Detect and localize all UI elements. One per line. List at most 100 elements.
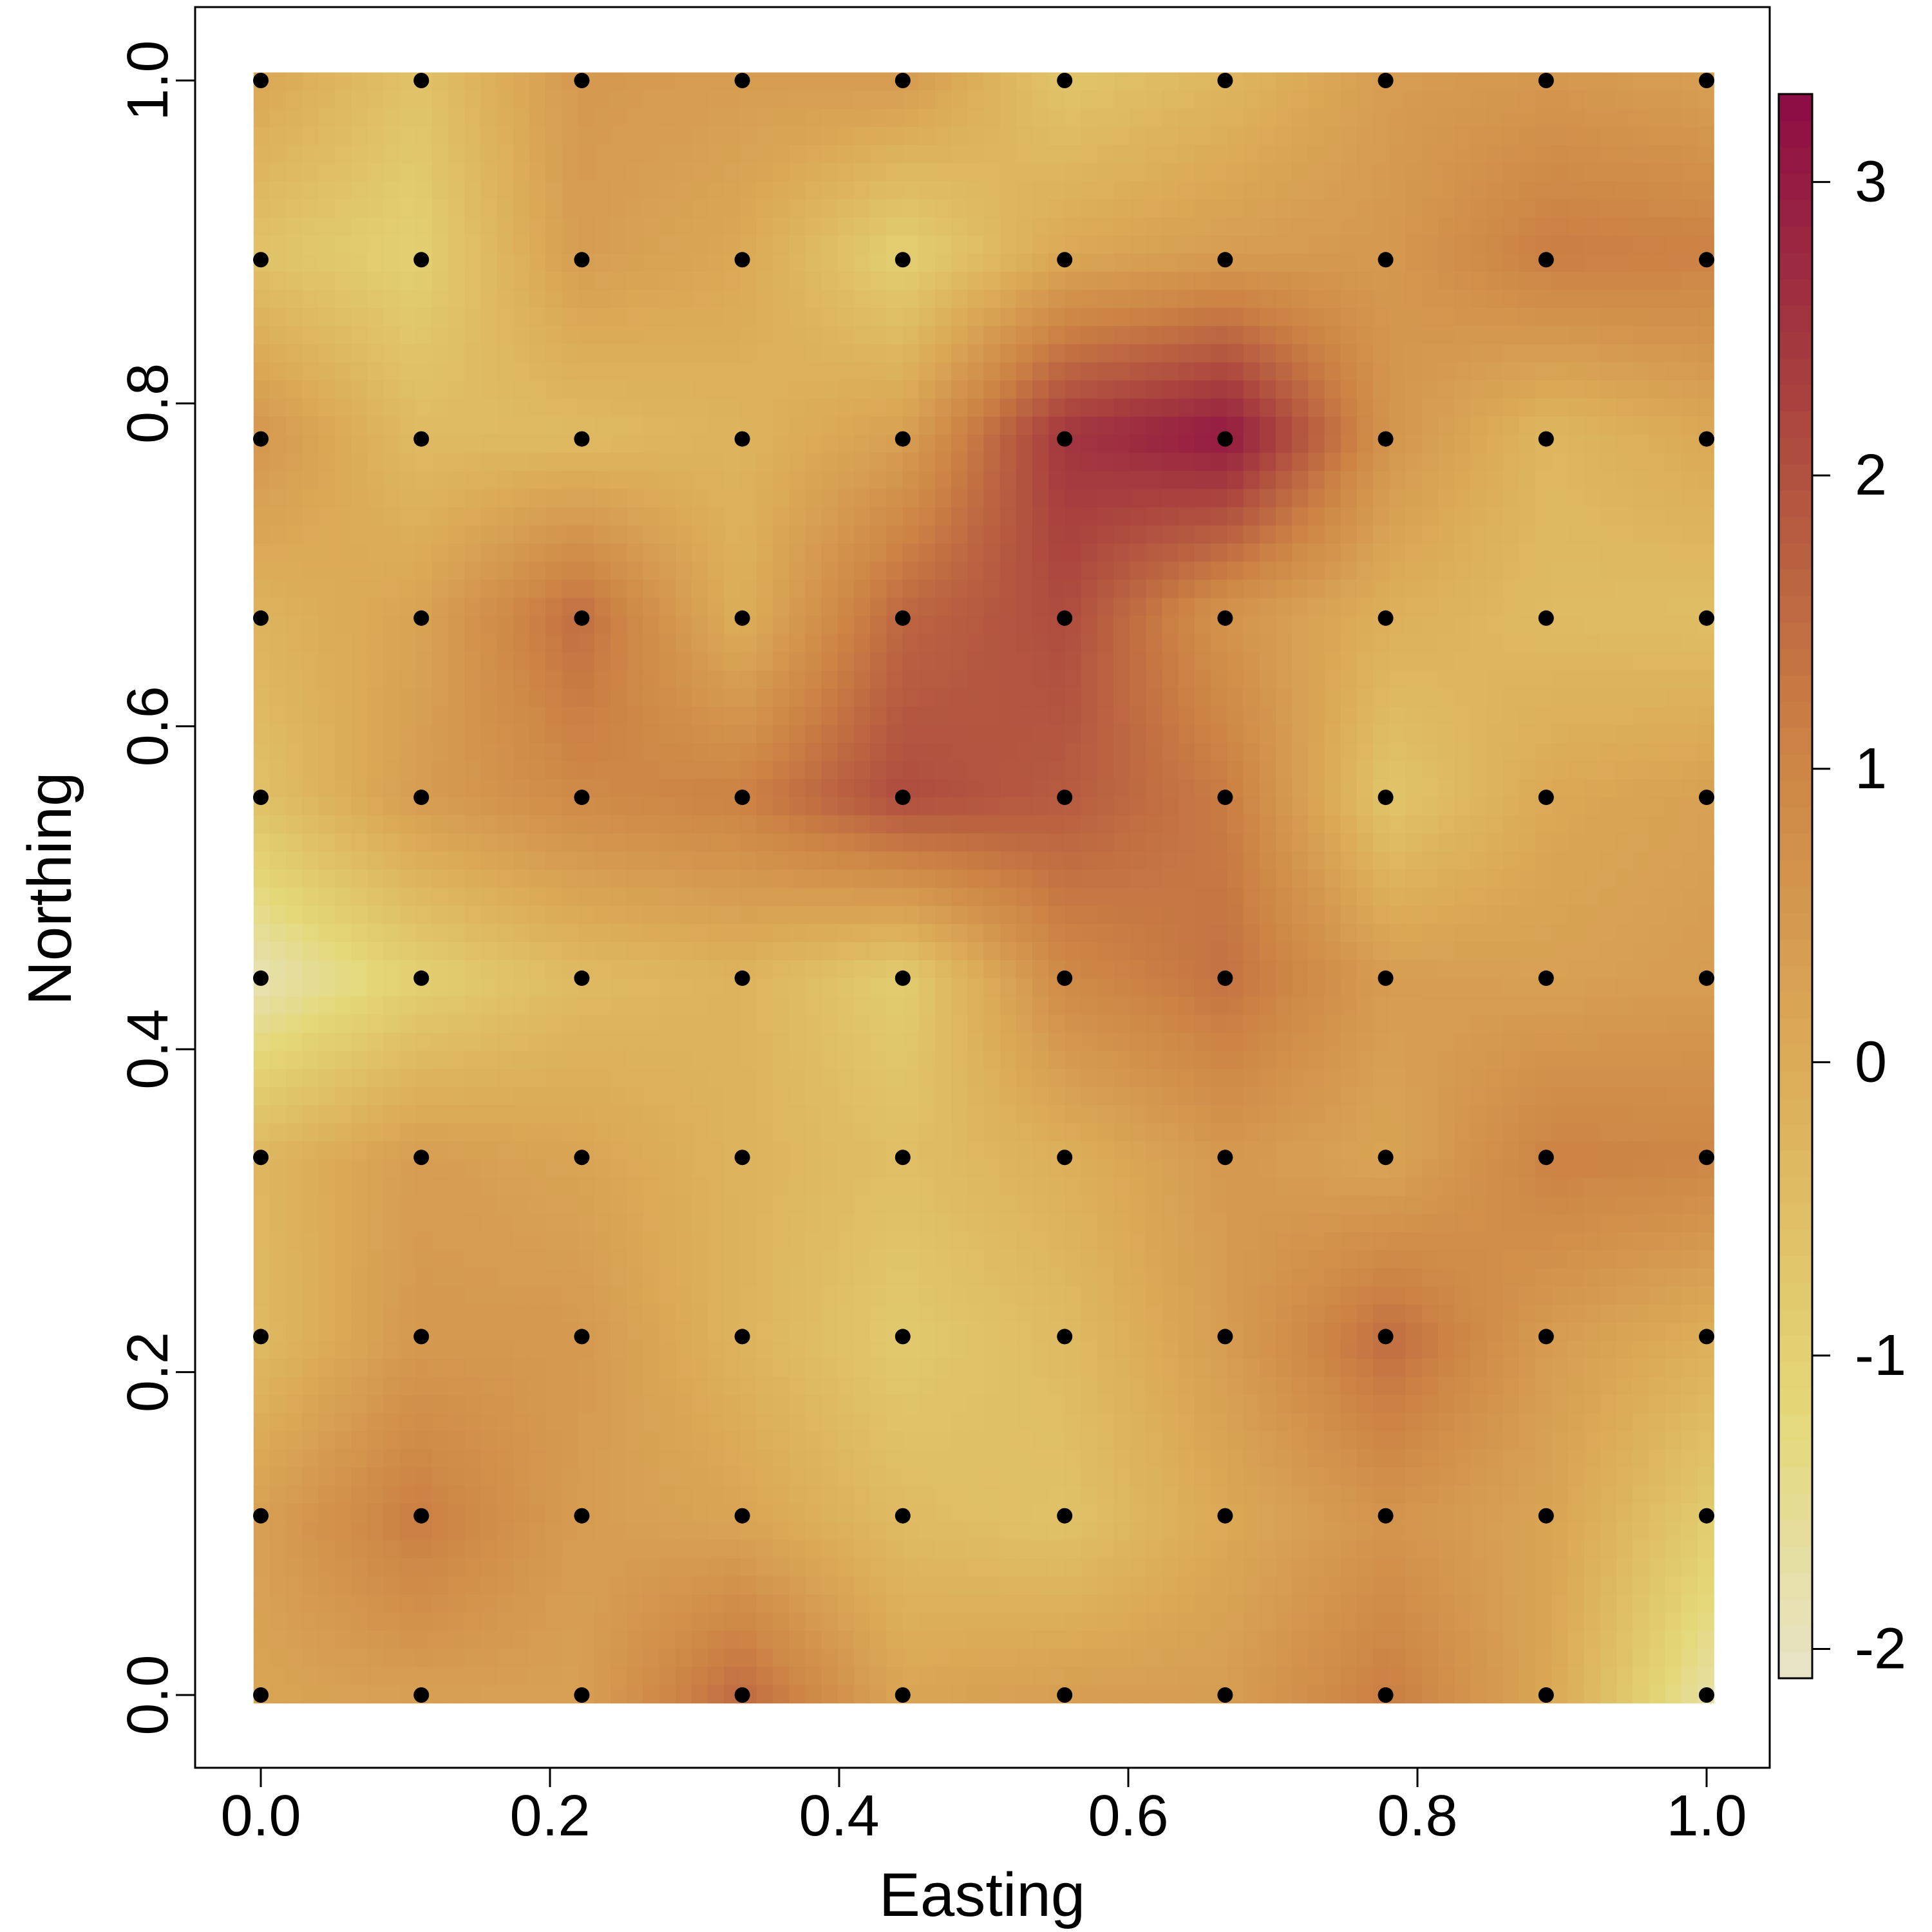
heat-cell (578, 942, 595, 961)
heat-cell (1195, 761, 1211, 780)
heat-cell (464, 145, 482, 164)
heat-cell (545, 253, 563, 272)
heat-cell (772, 616, 790, 635)
heat-cell (1308, 923, 1325, 943)
heat-cell (594, 507, 611, 526)
heat-cell (1016, 90, 1033, 109)
heat-cell (627, 598, 644, 617)
heat-cell (611, 1050, 627, 1070)
heat-cell (692, 453, 708, 472)
heat-cell (708, 235, 724, 254)
heat-cell (740, 90, 757, 109)
heat-cell (269, 996, 287, 1016)
heat-cell (1113, 126, 1130, 146)
heat-cell (1178, 181, 1195, 200)
heat-cell (1567, 199, 1585, 218)
heat-cell (497, 1032, 514, 1052)
heat-cell (708, 761, 724, 780)
heat-cell (1421, 869, 1439, 889)
heat-cell (1373, 126, 1390, 146)
heat-cell (692, 761, 708, 780)
heat-cell (870, 706, 887, 725)
heat-cell (415, 724, 433, 744)
heat-cell (1340, 398, 1358, 417)
heat-cell (643, 126, 660, 146)
heat-cell (627, 580, 644, 598)
heat-cell (1146, 199, 1163, 218)
heat-cell (1437, 743, 1455, 762)
heat-cell (918, 308, 936, 327)
heat-cell (870, 271, 887, 290)
heat-cell (918, 616, 936, 635)
heat-cell (1324, 887, 1341, 907)
heat-cell (934, 833, 952, 852)
heat-cell (789, 978, 806, 997)
heat-cell (1535, 724, 1552, 744)
heat-cell (1665, 543, 1682, 562)
heat-cell (1616, 869, 1633, 889)
heat-cell (1227, 507, 1244, 526)
heat-cell (1616, 1014, 1633, 1034)
heat-cell (1130, 344, 1147, 363)
heat-cell (967, 72, 985, 91)
heat-cell (367, 72, 384, 91)
heat-cell (302, 1050, 319, 1070)
heat-cell (1405, 90, 1423, 109)
heat-cell (1437, 199, 1455, 218)
heat-cell (562, 344, 579, 363)
heat-cell (1584, 525, 1601, 544)
heat-cell (805, 960, 822, 979)
heat-cell (1162, 869, 1179, 889)
heat-cell (1162, 235, 1179, 254)
heat-cell (1195, 616, 1211, 635)
heat-cell (334, 181, 352, 200)
heat-cell (383, 688, 401, 707)
heat-cell (1259, 960, 1276, 979)
heat-cell (1130, 869, 1147, 889)
heat-cell (1551, 326, 1569, 345)
heat-cell (1502, 181, 1520, 200)
heat-cell (675, 271, 692, 290)
heat-cell (756, 90, 773, 109)
heat-cell (1584, 145, 1601, 164)
heat-cell (1698, 833, 1714, 852)
heat-cell (724, 453, 741, 472)
heat-cell (967, 960, 985, 979)
heat-cell (1308, 670, 1325, 689)
heat-cell (805, 562, 822, 580)
heat-cell (805, 1014, 822, 1034)
heat-cell (1584, 380, 1601, 399)
heat-cell (999, 833, 1017, 852)
heat-cell (1567, 869, 1585, 889)
heat-cell (1567, 435, 1585, 453)
heat-cell (1032, 235, 1049, 254)
heat-cell (529, 290, 546, 308)
heat-cell (1340, 942, 1358, 961)
heat-cell (1292, 362, 1309, 381)
heat-cell (480, 887, 498, 907)
heat-cell (448, 652, 465, 671)
heat-cell (627, 126, 644, 146)
heat-cell (1243, 1032, 1260, 1052)
heat-cell (1243, 706, 1260, 725)
heat-cell (1016, 706, 1033, 725)
heat-cell (643, 960, 660, 979)
heat-cell (318, 525, 336, 544)
heat-cell (1389, 235, 1406, 254)
heat-cell (1373, 489, 1390, 508)
heat-cell (1016, 362, 1033, 381)
heat-cell (253, 1014, 270, 1034)
heat-cell (1048, 235, 1066, 254)
heat-cell (286, 1050, 303, 1070)
heat-cell (1097, 126, 1114, 146)
heat-cell (675, 779, 692, 798)
heat-cell (789, 145, 806, 164)
heat-cell (886, 290, 904, 308)
heat-cell (1649, 869, 1666, 889)
heat-cell (659, 217, 676, 236)
heat-cell (740, 761, 757, 780)
heat-cell (1633, 887, 1650, 907)
heat-cell (562, 235, 579, 254)
heat-cell (318, 290, 336, 308)
heat-cell (1616, 960, 1633, 979)
